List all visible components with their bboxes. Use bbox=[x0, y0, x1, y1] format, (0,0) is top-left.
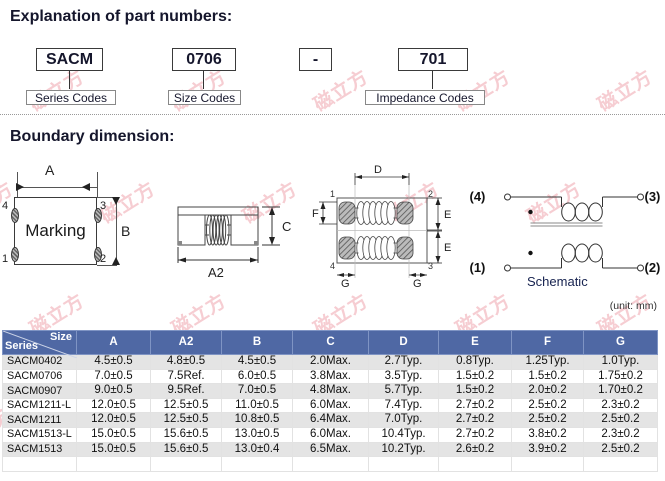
svg-text:(4): (4) bbox=[470, 189, 486, 204]
svg-text:A2: A2 bbox=[208, 265, 224, 280]
svg-text:3: 3 bbox=[428, 261, 433, 271]
svg-text:F: F bbox=[312, 208, 319, 220]
svg-text:(3): (3) bbox=[645, 189, 661, 204]
svg-text:2: 2 bbox=[428, 189, 433, 199]
svg-text:C: C bbox=[282, 219, 291, 234]
svg-text:4: 4 bbox=[330, 261, 335, 271]
svg-text:D: D bbox=[374, 165, 382, 176]
svg-text:E: E bbox=[444, 242, 451, 254]
svg-text:(1): (1) bbox=[470, 260, 486, 275]
svg-text:(2): (2) bbox=[645, 260, 661, 275]
svg-text:G: G bbox=[413, 278, 422, 290]
svg-text:E: E bbox=[444, 209, 451, 221]
svg-text:G: G bbox=[341, 278, 350, 290]
svg-text:1: 1 bbox=[330, 189, 335, 199]
